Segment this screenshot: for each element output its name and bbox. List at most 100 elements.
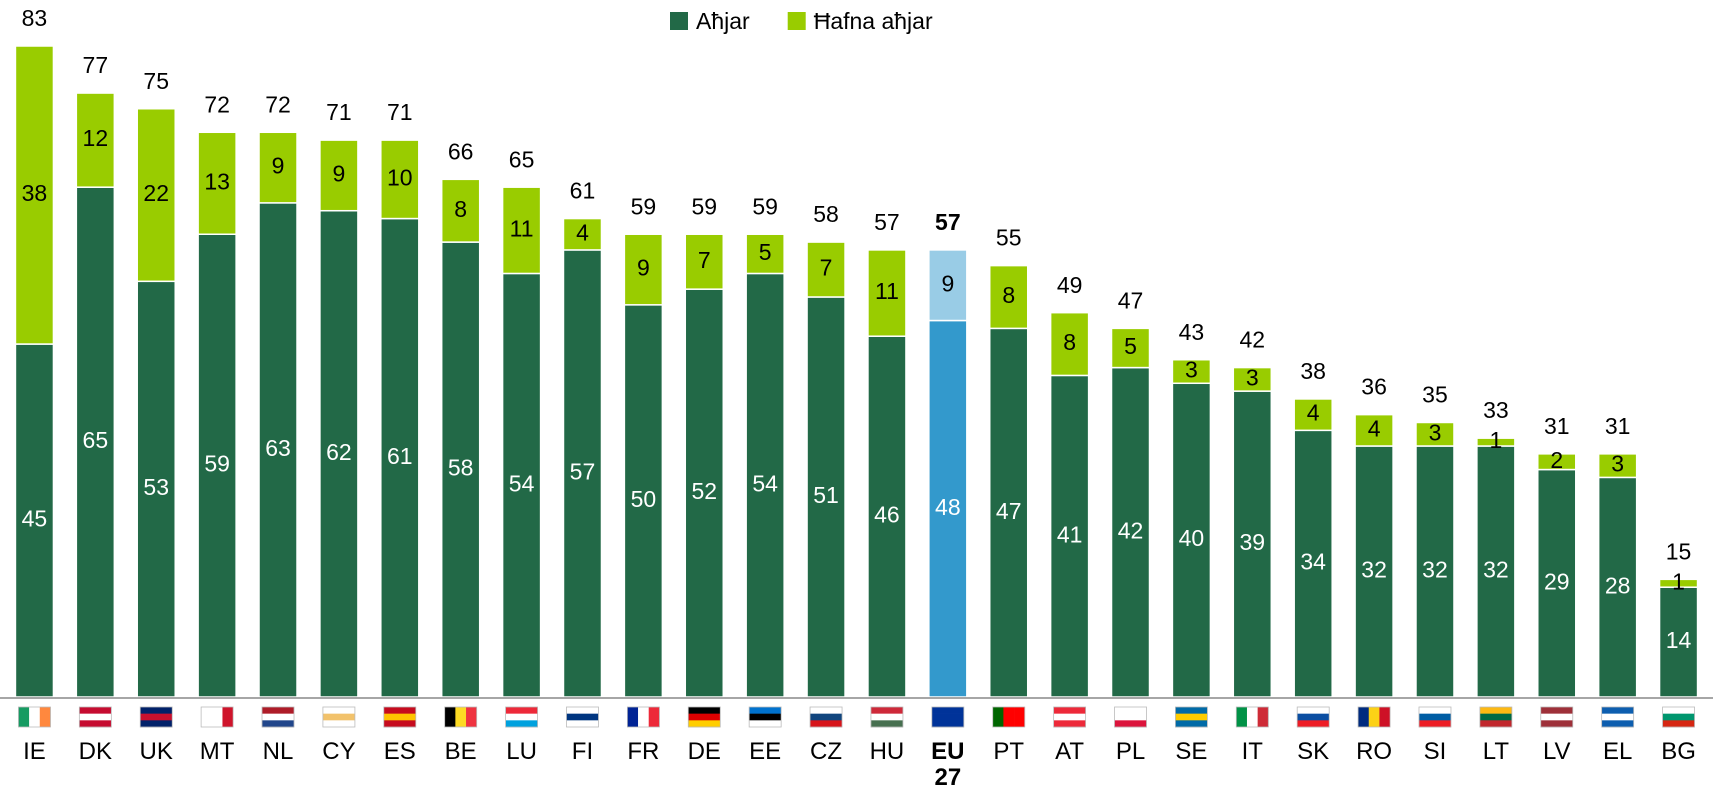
segment-label: 3: [1185, 357, 1198, 383]
flag: [200, 706, 234, 728]
segment-label: 59: [204, 451, 230, 477]
segment-label: 1: [1672, 568, 1685, 594]
segment-label: 7: [698, 247, 711, 273]
flag-stripe: [1297, 713, 1330, 721]
bar-segment: [501, 272, 542, 698]
bar-segment: [501, 186, 542, 275]
flag: [322, 706, 356, 728]
bar-segment: [745, 272, 785, 698]
flag-stripe: [322, 720, 355, 728]
x-tick-label: IE: [23, 738, 46, 765]
flag-stripe: [1662, 713, 1695, 721]
segment-label: 5: [1124, 333, 1137, 359]
flag-stripe: [627, 707, 639, 727]
total-label: 42: [1240, 327, 1266, 353]
flag-stripe: [810, 707, 843, 714]
flag-stripe: [1114, 720, 1147, 728]
flag-stripe: [140, 707, 173, 714]
x-tick-label: LT: [1482, 738, 1509, 765]
bar-segment: [1597, 476, 1638, 698]
total-label: 35: [1422, 382, 1448, 408]
flag-stripe: [870, 720, 903, 728]
flag-border: [1235, 706, 1269, 728]
flag-stripe: [1601, 720, 1634, 728]
flag-border: [1357, 706, 1391, 728]
flag-border: [139, 706, 173, 728]
segment-label: 38: [22, 180, 48, 206]
x-tick-label: MT: [199, 738, 235, 765]
flag-stripe: [201, 707, 213, 727]
flag-border: [444, 706, 478, 728]
segment-label: 46: [874, 502, 900, 528]
flag-stripe: [1540, 720, 1573, 728]
total-label: 57: [874, 209, 900, 235]
bar-segment: [1597, 453, 1638, 479]
total-label: 38: [1300, 358, 1326, 384]
bar-segment: [867, 249, 907, 337]
flag: [1662, 706, 1695, 728]
total-label: 58: [813, 201, 839, 227]
flag-border: [505, 706, 538, 728]
flag-stripe: [1601, 713, 1634, 721]
flag-stripe: [1418, 720, 1451, 728]
segment-label: 52: [691, 478, 717, 504]
total-label: 33: [1483, 397, 1509, 423]
flag-border: [1296, 706, 1330, 728]
x-tick-label: BE: [444, 738, 477, 765]
bar-segment: [1415, 445, 1455, 698]
flag-stripe: [1479, 707, 1512, 714]
flag-border: [1479, 706, 1513, 728]
flag-border: [1114, 706, 1147, 728]
flag: [1357, 706, 1391, 728]
flag-stripe: [566, 707, 599, 714]
segment-label: 32: [1483, 557, 1509, 583]
segment-label: 61: [387, 443, 413, 469]
flag-stripe: [1297, 707, 1330, 714]
flag-stripe: [1053, 713, 1086, 721]
segment-label: 3: [1611, 451, 1624, 477]
x-tick-label: UK: [139, 738, 173, 765]
flag-stripe: [688, 713, 721, 721]
flag-stripe: [1479, 713, 1512, 721]
total-label: 49: [1057, 272, 1083, 298]
flag-stripe: [79, 720, 112, 728]
flag-stripe: [1358, 707, 1370, 727]
segment-label: 1: [1489, 427, 1502, 453]
segment-label: 8: [1002, 282, 1015, 308]
flag-stripe: [505, 713, 538, 721]
x-tick-label: SI: [1423, 738, 1447, 765]
flag-stripe: [1175, 713, 1208, 721]
bar-segment: [623, 304, 664, 698]
bar-segment: [197, 233, 237, 698]
x-tick-label: BG: [1661, 738, 1696, 765]
legend-swatch: [787, 12, 806, 30]
flag-stripe: [648, 707, 660, 727]
flag-stripe: [1053, 720, 1086, 728]
x-tick-label: EL: [1602, 738, 1633, 765]
flag-stripe: [810, 720, 843, 728]
total-label: 36: [1361, 374, 1387, 400]
segment-label: 3: [1246, 364, 1259, 390]
segment-label: 53: [143, 474, 169, 500]
flag-border: [322, 706, 356, 728]
segment-label: 12: [83, 125, 109, 151]
segment-label: 28: [1605, 572, 1631, 598]
bar-segment: [562, 249, 603, 698]
bar-segment: [988, 264, 1029, 330]
flag-stripe: [29, 707, 41, 727]
x-tick-label: CZ: [810, 738, 843, 765]
flag-border: [566, 706, 599, 728]
bar-segment: [1476, 437, 1516, 447]
x-tick-label: DE: [687, 738, 721, 765]
segment-label: 4: [1368, 415, 1381, 441]
flag-stripe: [1114, 707, 1147, 714]
flag-border: [1418, 706, 1452, 728]
segment-label: 62: [326, 439, 352, 465]
segment-label: 65: [83, 427, 109, 453]
flag-stripe: [1257, 707, 1269, 727]
bar-segment: [75, 92, 116, 188]
flag-stripe: [992, 707, 1004, 727]
flag-border: [1175, 706, 1208, 728]
flag-border: [261, 706, 295, 728]
